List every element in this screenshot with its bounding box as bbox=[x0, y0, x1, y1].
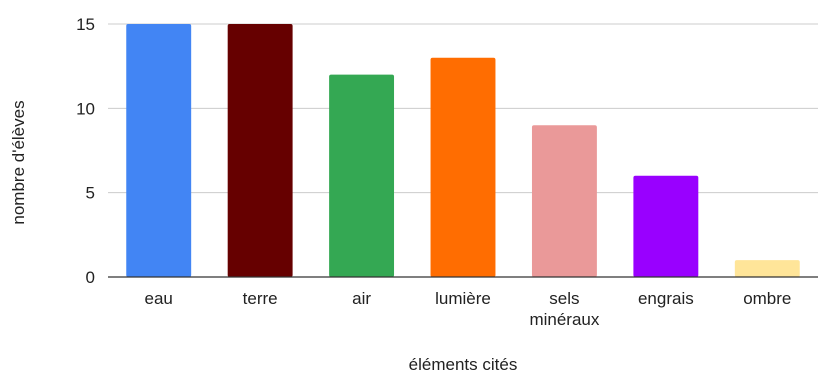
y-tick-label: 10 bbox=[76, 99, 95, 118]
x-tick-label-line: eau bbox=[145, 289, 173, 308]
x-tick-label: ombre bbox=[743, 289, 791, 308]
bar bbox=[633, 175, 699, 277]
y-axis-ticks: 0 5 10 15 bbox=[76, 15, 95, 287]
x-axis-ticks: eau terre air lumière sels minéraux engrais omb… bbox=[145, 289, 792, 329]
x-tick-label-line: minéraux bbox=[529, 310, 599, 329]
bars bbox=[126, 24, 800, 277]
x-tick-label: sels minéraux bbox=[529, 289, 599, 329]
x-tick-label: engrais bbox=[638, 289, 694, 308]
x-tick-label: air bbox=[352, 289, 371, 308]
x-axis-title: éléments cités bbox=[409, 355, 518, 374]
x-tick-label: terre bbox=[243, 289, 278, 308]
bar bbox=[430, 57, 496, 277]
bar bbox=[531, 125, 597, 277]
bar bbox=[227, 24, 293, 277]
y-axis-title: nombre d'élèves bbox=[9, 100, 28, 224]
bar bbox=[734, 260, 800, 277]
y-tick-label: 15 bbox=[76, 15, 95, 34]
x-tick-label-line: terre bbox=[243, 289, 278, 308]
x-tick-label-line: sels bbox=[549, 289, 579, 308]
x-tick-label-line: engrais bbox=[638, 289, 694, 308]
x-tick-label: eau bbox=[145, 289, 173, 308]
x-tick-label-line: air bbox=[352, 289, 371, 308]
x-tick-label-line: lumière bbox=[435, 289, 491, 308]
y-tick-label: 0 bbox=[86, 268, 95, 287]
y-tick-label: 5 bbox=[86, 184, 95, 203]
x-tick-label: lumière bbox=[435, 289, 491, 308]
x-tick-label-line: ombre bbox=[743, 289, 791, 308]
bar bbox=[329, 74, 395, 277]
bar bbox=[126, 24, 192, 277]
